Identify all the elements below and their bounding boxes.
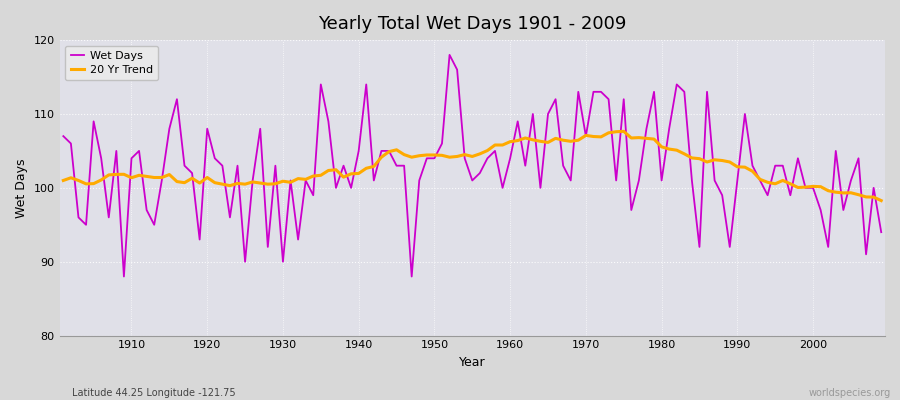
20 Yr Trend: [497, 143, 508, 148]
20 Yr Trend: [330, 167, 341, 172]
Title: Yearly Total Wet Days 1901 - 2009: Yearly Total Wet Days 1901 - 2009: [318, 15, 626, 33]
Y-axis label: Wet Days: Wet Days: [15, 158, 28, 218]
Wet Days: [126, 156, 137, 161]
Line: 20 Yr Trend: 20 Yr Trend: [63, 131, 881, 201]
X-axis label: Year: Year: [459, 356, 486, 369]
Wet Days: [876, 230, 886, 234]
20 Yr Trend: [58, 178, 68, 183]
20 Yr Trend: [596, 134, 607, 139]
Wet Days: [520, 163, 531, 168]
Line: Wet Days: Wet Days: [63, 55, 881, 276]
20 Yr Trend: [505, 139, 516, 144]
20 Yr Trend: [618, 129, 629, 134]
Wet Days: [58, 134, 68, 138]
20 Yr Trend: [285, 180, 296, 185]
Wet Days: [512, 119, 523, 124]
Wet Days: [292, 237, 303, 242]
Text: worldspecies.org: worldspecies.org: [809, 388, 891, 398]
20 Yr Trend: [119, 172, 130, 177]
20 Yr Trend: [876, 198, 886, 203]
Text: Latitude 44.25 Longitude -121.75: Latitude 44.25 Longitude -121.75: [72, 388, 236, 398]
Wet Days: [119, 274, 130, 279]
Legend: Wet Days, 20 Yr Trend: Wet Days, 20 Yr Trend: [65, 46, 158, 80]
Wet Days: [611, 178, 622, 183]
Wet Days: [445, 52, 455, 57]
Wet Days: [338, 163, 349, 168]
